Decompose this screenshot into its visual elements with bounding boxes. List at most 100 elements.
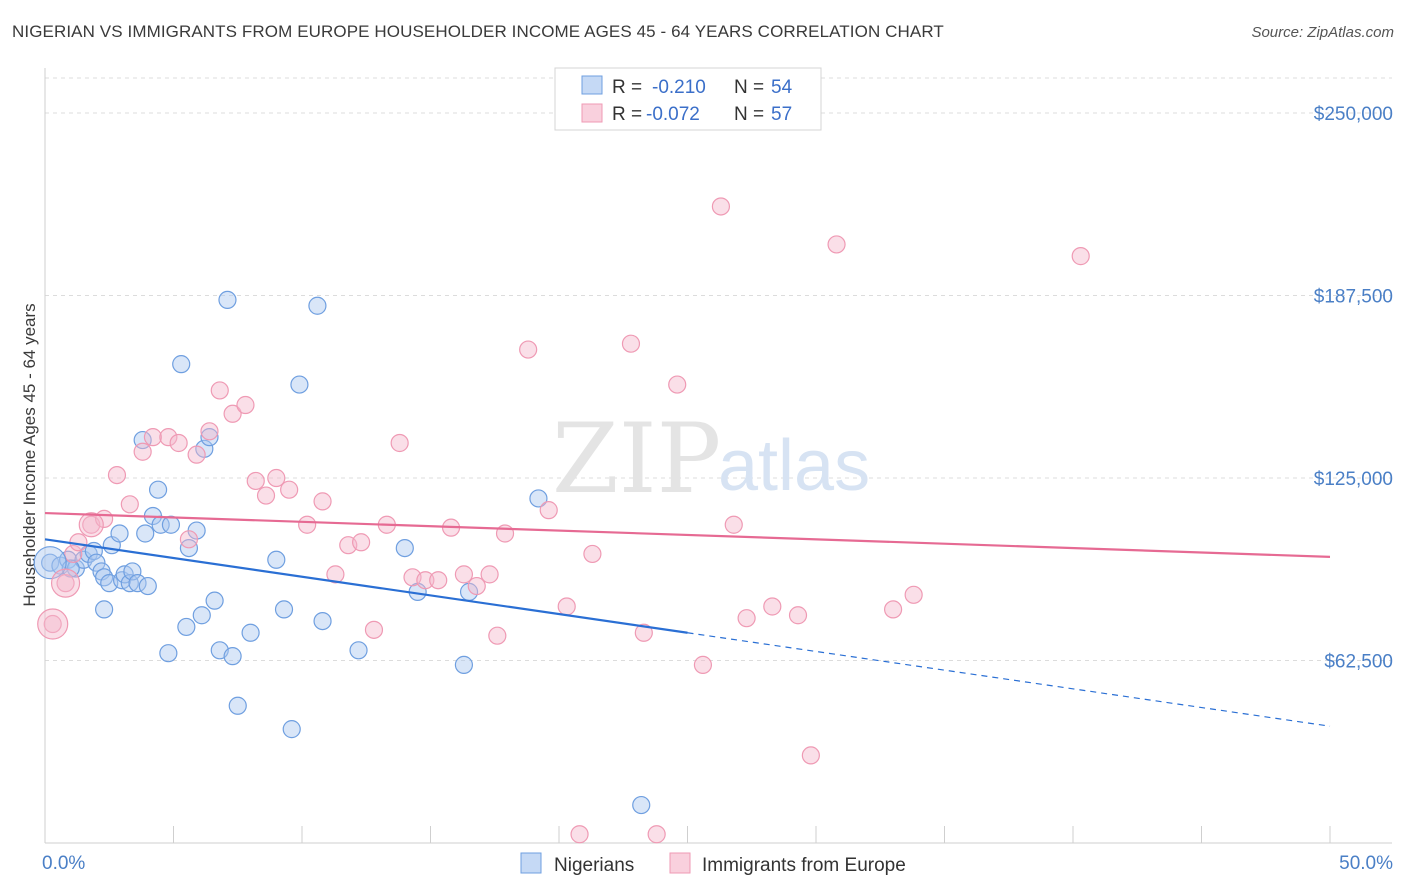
nigerians-point-0 xyxy=(41,553,60,572)
europe-point-53 xyxy=(788,606,808,625)
nigerians-trend-line xyxy=(44,538,688,634)
legend-swatch-europe[interactable] xyxy=(669,852,691,874)
stats-swatch-europe xyxy=(581,103,603,123)
y-tick-label-2: $187,500 xyxy=(1314,287,1393,308)
europe-point-7 xyxy=(120,495,139,514)
europe-point-54 xyxy=(801,746,820,765)
europe-point-41 xyxy=(557,597,576,616)
nigerians-point-17 xyxy=(123,562,142,581)
x-tick-label-left: 0.0% xyxy=(42,853,85,874)
nigerians-point-39 xyxy=(241,623,260,642)
data-points xyxy=(33,197,1090,844)
europe-point-56 xyxy=(883,600,903,619)
nigerians-point-46 xyxy=(349,641,368,660)
nigerians-point-45 xyxy=(313,611,332,631)
europe-point-20 xyxy=(267,468,286,488)
europe-point-17 xyxy=(236,395,255,415)
x-tick-label-right: 50.0% xyxy=(1339,853,1393,874)
nigerians-point-41 xyxy=(274,600,294,619)
europe-point-46 xyxy=(647,825,666,844)
europe-point-29 xyxy=(390,433,409,453)
nigerians-point-44 xyxy=(308,296,327,315)
europe-point-49 xyxy=(711,197,731,216)
europe-point-23 xyxy=(313,492,332,511)
legend-swatch-nigerians[interactable] xyxy=(520,852,542,874)
europe-point-55 xyxy=(827,235,846,254)
europe-point-21 xyxy=(280,480,299,499)
legend-label-europe[interactable]: Immigrants from Europe xyxy=(702,855,906,876)
nigerians-trend-extension xyxy=(687,632,1331,727)
nigerians-point-36 xyxy=(218,290,237,310)
source-credit: Source: ZipAtlas.com xyxy=(1251,24,1394,41)
europe-cluster-point-2 xyxy=(50,568,81,598)
europe-point-22 xyxy=(298,515,317,534)
europe-point-26 xyxy=(352,533,371,552)
europe-point-16 xyxy=(223,404,242,423)
watermark: ZIP atlas xyxy=(552,403,870,515)
europe-point-2 xyxy=(64,544,83,564)
europe-point-48 xyxy=(693,655,713,674)
stats-r-label-1: R = xyxy=(612,77,642,98)
europe-point-51 xyxy=(737,609,756,628)
europe-point-57 xyxy=(904,585,923,604)
nigerians-point-16 xyxy=(120,574,139,593)
europe-point-6 xyxy=(107,465,127,485)
europe-point-58 xyxy=(1071,247,1090,266)
europe-trend-line xyxy=(44,511,1331,558)
nigerians-point-23 xyxy=(148,480,168,499)
nigerians-point-25 xyxy=(161,515,181,534)
nigerians-point-7 xyxy=(87,553,106,572)
nigerians-point-38 xyxy=(228,696,247,715)
stats-n-label-2: N = xyxy=(734,104,764,125)
y-tick-label-0: $62,500 xyxy=(1324,652,1393,673)
legend: Nigerians Immigrants from Europe xyxy=(520,852,906,876)
europe-point-31 xyxy=(416,571,435,590)
nigerians-point-21 xyxy=(138,576,157,596)
europe-point-10 xyxy=(159,428,178,447)
legend-label-nigerians[interactable]: Nigerians xyxy=(554,855,634,876)
stats-box: R = -0.210 N = 54 R = -0.072 N = 57 xyxy=(554,67,822,131)
nigerians-point-42 xyxy=(282,720,301,739)
europe-point-27 xyxy=(364,620,384,639)
nigerians-point-13 xyxy=(110,524,129,543)
nigerians-point-9 xyxy=(95,568,114,587)
nigerians-point-11 xyxy=(95,600,114,619)
stats-r-value-1: -0.210 xyxy=(652,77,706,98)
stats-n-label-1: N = xyxy=(734,77,764,98)
nigerians-point-20 xyxy=(136,524,155,543)
x-tick-labels: 0.0% 50.0% xyxy=(42,853,1393,874)
nigerians-point-26 xyxy=(159,644,178,663)
europe-point-34 xyxy=(454,565,474,584)
europe-point-14 xyxy=(200,422,219,441)
y-tick-label-1: $125,000 xyxy=(1314,469,1393,490)
nigerians-point-34 xyxy=(205,591,224,610)
europe-cluster-point-3 xyxy=(78,512,104,538)
nigerians-point-51 xyxy=(529,489,548,508)
europe-point-8 xyxy=(133,442,152,461)
europe-point-13 xyxy=(187,445,206,464)
europe-cluster-point-1 xyxy=(37,608,69,640)
nigerians-point-47 xyxy=(395,538,414,558)
nigerians-point-18 xyxy=(128,574,147,593)
europe-point-39 xyxy=(519,340,538,359)
y-axis-title: Householder Income Ages 45 - 64 years xyxy=(20,303,39,606)
europe-point-47 xyxy=(668,375,687,394)
europe-point-44 xyxy=(621,334,641,353)
nigerians-point-43 xyxy=(290,375,309,394)
europe-point-1 xyxy=(56,574,75,593)
europe-point-9 xyxy=(143,428,163,447)
stats-swatch-nigerians xyxy=(581,75,603,95)
trend-lines xyxy=(44,511,1331,727)
nigerians-point-49 xyxy=(454,655,474,674)
europe-point-35 xyxy=(467,576,486,596)
nigerians-point-33 xyxy=(200,428,219,447)
nigerians-point-27 xyxy=(172,355,191,374)
watermark-zip: ZIP xyxy=(552,403,721,515)
europe-point-45 xyxy=(634,623,653,642)
nigerians-point-40 xyxy=(267,550,286,569)
europe-point-36 xyxy=(480,565,499,584)
europe-point-32 xyxy=(429,571,448,590)
europe-point-11 xyxy=(169,433,188,453)
europe-point-37 xyxy=(488,626,507,645)
